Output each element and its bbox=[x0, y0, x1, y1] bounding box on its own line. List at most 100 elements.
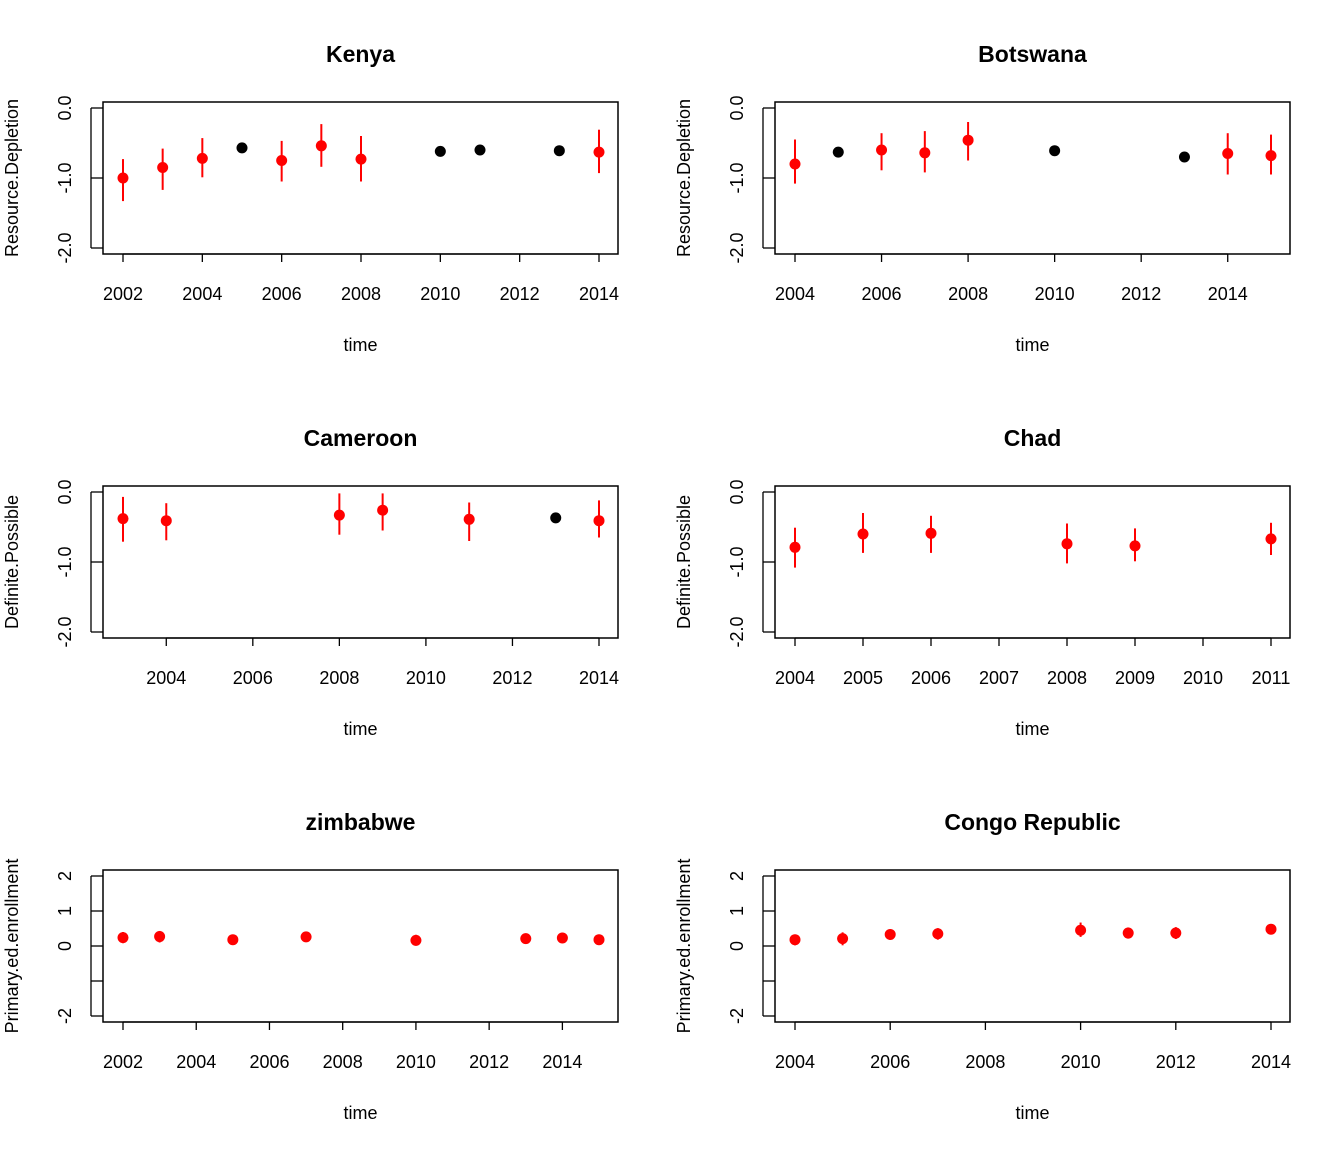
data-point bbox=[593, 515, 605, 527]
x-tick-label: 2004 bbox=[146, 668, 186, 688]
x-tick-label: 2004 bbox=[775, 284, 815, 304]
data-point bbox=[1075, 924, 1087, 936]
data-point bbox=[236, 142, 248, 154]
data-point bbox=[1178, 151, 1190, 163]
data-points bbox=[117, 124, 605, 202]
x-tick-label: 2006 bbox=[233, 668, 273, 688]
y-axis: -2 0 1 2 bbox=[55, 871, 103, 1024]
data-point bbox=[333, 509, 345, 521]
data-point bbox=[1170, 927, 1182, 939]
data-point bbox=[160, 515, 172, 527]
data-point bbox=[556, 932, 568, 944]
chart-title: Cameroon bbox=[304, 425, 418, 451]
panel-congo-republic: Congo Republic 2004 2006 2008 2010 2012 2014 ti… bbox=[674, 809, 1291, 1123]
data-points bbox=[789, 513, 1277, 568]
x-axis: 2002 2004 2006 2008 2010 2012 2014 bbox=[103, 253, 619, 304]
data-point bbox=[434, 145, 446, 157]
data-point bbox=[832, 146, 844, 158]
chart-title: Kenya bbox=[326, 41, 395, 67]
data-point bbox=[1049, 145, 1061, 157]
y-tick-label: 0.0 bbox=[727, 479, 747, 504]
y-axis-label: Primary.ed.enrollment bbox=[2, 859, 22, 1034]
x-tick-label: 2014 bbox=[542, 1052, 582, 1072]
y-axis-label: Resource.Depletion bbox=[674, 99, 694, 257]
x-axis-label: time bbox=[1015, 719, 1049, 739]
data-point bbox=[876, 144, 888, 156]
x-axis: 2004 2006 2008 2010 2012 2014 bbox=[146, 637, 619, 688]
data-point bbox=[1265, 533, 1277, 545]
y-tick-label: -1.0 bbox=[727, 162, 747, 193]
data-point bbox=[857, 528, 869, 540]
y-tick-label: 2 bbox=[727, 871, 747, 881]
panel-cameroon: Cameroon 2004 2006 2008 2010 2012 2014 time -2.0… bbox=[2, 425, 619, 739]
plot-frame bbox=[102, 869, 619, 1023]
data-point bbox=[157, 162, 169, 173]
data-point bbox=[919, 147, 931, 159]
y-tick-label: 0.0 bbox=[55, 479, 75, 504]
x-tick-label: 2010 bbox=[420, 284, 460, 304]
panel-botswana: Botswana 2004 2006 2008 2010 2012 2014 time -2.0… bbox=[674, 41, 1291, 355]
y-tick-label: -2.0 bbox=[727, 232, 747, 263]
data-point bbox=[789, 934, 801, 946]
y-axis-label: Primary.ed.enrollment bbox=[674, 859, 694, 1034]
data-point bbox=[276, 155, 288, 166]
y-tick-label: -2 bbox=[727, 1008, 747, 1024]
x-tick-label: 2014 bbox=[579, 668, 619, 688]
y-tick-label: 0.0 bbox=[55, 95, 75, 120]
y-axis: -2.0 -1.0 0.0 bbox=[55, 95, 103, 264]
plot-frame bbox=[102, 485, 619, 639]
x-axis: 2004 2006 2008 2010 2012 2014 bbox=[775, 1021, 1291, 1072]
data-point bbox=[300, 931, 312, 943]
data-point bbox=[227, 934, 239, 946]
data-point bbox=[117, 932, 129, 944]
x-axis-label: time bbox=[343, 335, 377, 355]
x-tick-label: 2014 bbox=[1251, 1052, 1291, 1072]
x-tick-label: 2010 bbox=[1035, 284, 1075, 304]
x-tick-label: 2012 bbox=[1121, 284, 1161, 304]
y-tick-label: 0 bbox=[727, 941, 747, 951]
x-tick-label: 2014 bbox=[1208, 284, 1248, 304]
data-point bbox=[117, 513, 129, 525]
y-axis-label: Resource.Depletion bbox=[2, 99, 22, 257]
x-tick-label: 2002 bbox=[103, 284, 143, 304]
x-tick-label: 2007 bbox=[979, 668, 1019, 688]
chart-title: Chad bbox=[1004, 425, 1062, 451]
y-tick-label: -2 bbox=[55, 1008, 75, 1024]
chart-title: Botswana bbox=[978, 41, 1087, 67]
plot-frame bbox=[774, 101, 1291, 255]
data-point bbox=[154, 931, 166, 943]
data-point bbox=[553, 145, 565, 157]
x-tick-label: 2014 bbox=[579, 284, 619, 304]
x-tick-label: 2006 bbox=[862, 284, 902, 304]
data-points bbox=[789, 922, 1277, 946]
data-point bbox=[117, 172, 129, 184]
x-tick-label: 2006 bbox=[870, 1052, 910, 1072]
x-axis: 2004 2006 2008 2010 2012 2014 bbox=[775, 253, 1248, 304]
x-tick-label: 2008 bbox=[948, 284, 988, 304]
x-tick-label: 2009 bbox=[1115, 668, 1155, 688]
x-tick-label: 2012 bbox=[492, 668, 532, 688]
data-points bbox=[117, 493, 605, 542]
x-tick-label: 2005 bbox=[843, 668, 883, 688]
y-tick-label: -2.0 bbox=[55, 616, 75, 647]
plot-frame bbox=[774, 869, 1291, 1023]
panel-chad: Chad 2004 2005 2006 2007 2008 2009 2010 2011 time… bbox=[674, 425, 1291, 739]
x-tick-label: 2011 bbox=[1252, 668, 1291, 688]
panel-kenya: Kenya 2002 2004 2006 2008 2010 2012 2014 time -2.… bbox=[2, 41, 619, 355]
x-tick-label: 2004 bbox=[775, 1052, 815, 1072]
x-tick-label: 2004 bbox=[176, 1052, 216, 1072]
x-tick-label: 2010 bbox=[406, 668, 446, 688]
x-tick-label: 2008 bbox=[1047, 668, 1087, 688]
x-tick-label: 2012 bbox=[500, 284, 540, 304]
y-axis-label: Definite.Possible bbox=[2, 495, 22, 629]
data-point bbox=[196, 152, 208, 164]
data-point bbox=[377, 504, 389, 516]
y-tick-label: 1 bbox=[727, 906, 747, 916]
data-point bbox=[789, 158, 801, 170]
x-tick-label: 2008 bbox=[323, 1052, 363, 1072]
data-point bbox=[1222, 148, 1234, 159]
y-axis: -2 0 1 2 bbox=[727, 871, 775, 1024]
y-tick-label: 0 bbox=[55, 941, 75, 951]
x-tick-label: 2012 bbox=[1156, 1052, 1196, 1072]
